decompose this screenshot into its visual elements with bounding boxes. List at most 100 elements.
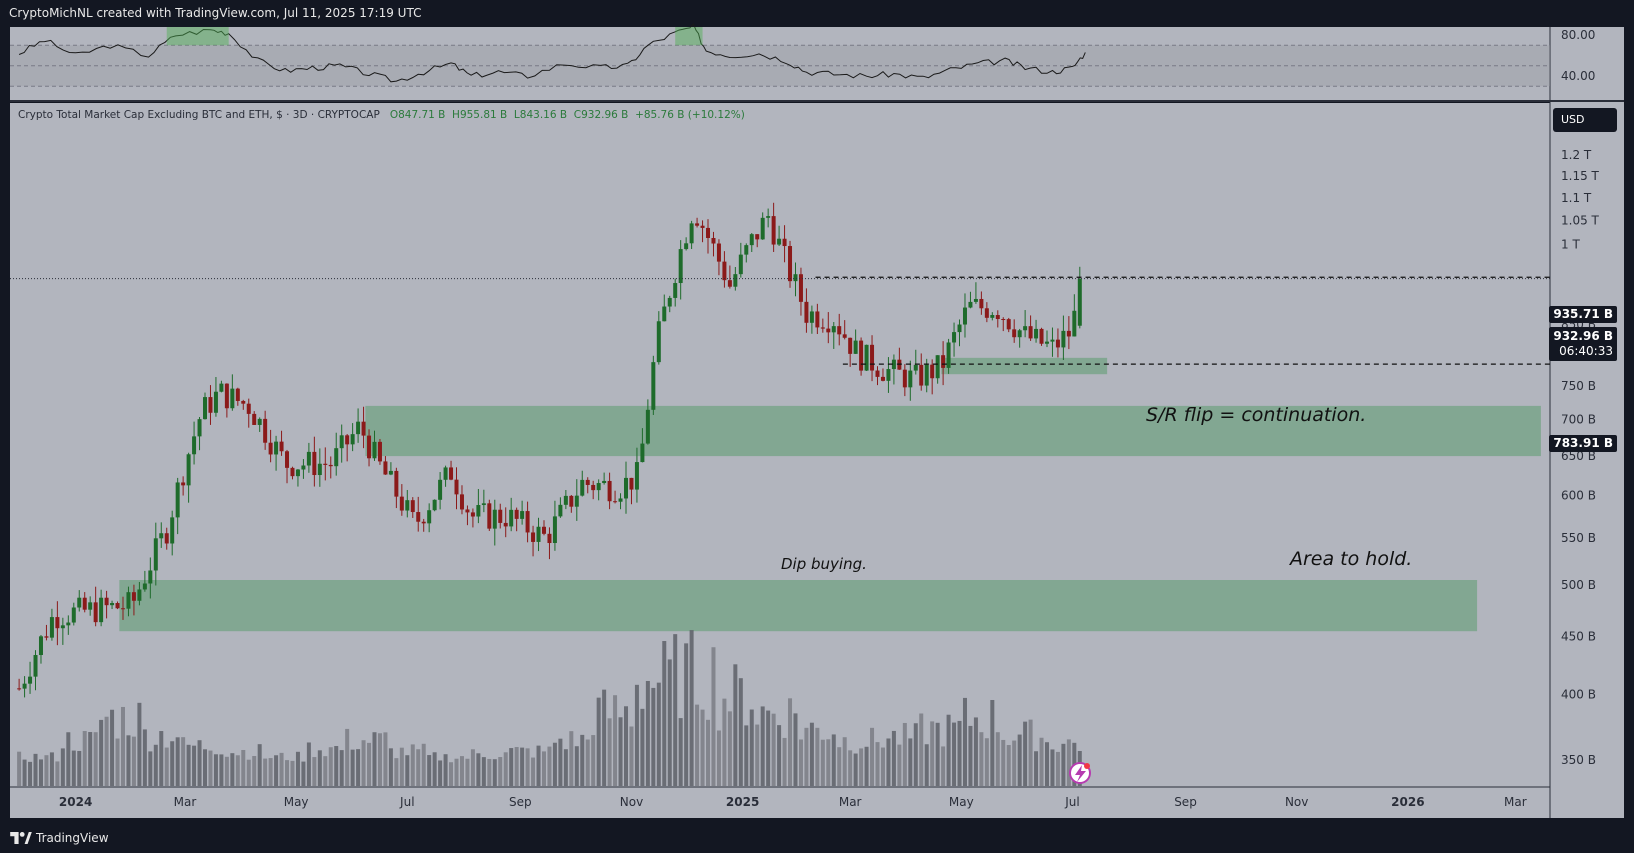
ohlc-low: L843.16 B — [513, 109, 568, 121]
volume-bar — [1039, 737, 1044, 786]
volume-bar — [421, 743, 426, 786]
symbol-legend[interactable]: Crypto Total Market Cap Excluding BTC an… — [18, 109, 745, 121]
price-tick-label: 1.15 T — [1561, 169, 1600, 183]
volume-bar — [345, 728, 350, 786]
tradingview-logo[interactable]: TradingView — [10, 831, 109, 845]
candle-body — [820, 327, 825, 329]
candle-body — [148, 570, 153, 584]
candle-body — [279, 441, 284, 452]
candle-body — [131, 592, 136, 601]
currency-selector[interactable]: USD — [1553, 108, 1617, 132]
volume-bar — [662, 641, 667, 786]
volume-bar — [804, 727, 809, 786]
candle-body — [99, 597, 104, 623]
candle-body — [1072, 310, 1077, 337]
candle-body — [651, 362, 656, 410]
candle-body — [438, 479, 443, 500]
volume-bar — [919, 713, 924, 786]
volume-bar — [44, 755, 49, 786]
volume-bar — [394, 758, 399, 786]
volume-bar — [552, 742, 557, 786]
candle-body — [60, 625, 65, 629]
candle-body — [864, 344, 869, 371]
candle-body — [241, 400, 246, 404]
volume-bar — [875, 742, 880, 786]
candle-body — [328, 464, 333, 467]
candle-body — [443, 467, 448, 480]
volume-bar — [952, 722, 957, 786]
volume-bar — [558, 738, 563, 786]
volume-bar — [820, 739, 825, 786]
candle-body — [613, 501, 618, 503]
volume-bar — [569, 731, 574, 786]
price-tick-label: 350 B — [1561, 753, 1596, 767]
candle-body — [979, 298, 984, 309]
volume-bar — [476, 753, 481, 786]
candle-body — [558, 504, 563, 517]
rsi-overbought-fill — [166, 27, 229, 46]
candle-body — [782, 238, 787, 247]
candle-body — [952, 332, 957, 343]
volume-bar — [126, 735, 131, 786]
volume-bar — [706, 719, 711, 786]
volume-bar — [908, 738, 913, 786]
candle-body — [875, 370, 880, 377]
candle-body — [235, 388, 240, 401]
volume-bar — [689, 630, 694, 786]
candle-body — [301, 465, 306, 470]
volume-bar — [1050, 749, 1055, 786]
volume-bar — [930, 721, 935, 786]
flash-icon[interactable] — [1069, 762, 1091, 784]
candle-body — [509, 509, 514, 527]
annotation-sr-flip[interactable]: S/R flip = continuation. — [1146, 404, 1367, 426]
volume-bar — [1061, 743, 1066, 786]
volume-bar — [656, 682, 661, 786]
candle-body — [585, 479, 590, 485]
volume-bar — [995, 732, 1000, 786]
candle-body — [66, 622, 71, 626]
volume-bar — [449, 762, 454, 786]
candle-body — [38, 636, 43, 656]
symbol-title: Crypto Total Market Cap Excluding BTC an… — [18, 109, 380, 121]
candle-body — [968, 301, 973, 308]
volume-bar — [257, 744, 262, 786]
price-axis — [1550, 27, 1624, 818]
candle-body — [870, 344, 875, 371]
price-tick-label: 1.2 T — [1561, 148, 1592, 162]
volume-bar — [285, 760, 290, 786]
volume-bar — [246, 759, 251, 786]
candle-body — [120, 608, 125, 610]
volume-bar — [880, 747, 885, 786]
volume-bar — [842, 737, 847, 786]
candle-body — [842, 334, 847, 338]
candle-body — [170, 517, 175, 544]
volume-bar — [170, 741, 175, 786]
volume-bar — [410, 744, 415, 786]
volume-bar — [990, 699, 995, 786]
candle-body — [695, 223, 700, 226]
volume-bar — [613, 695, 618, 786]
candle-body — [317, 463, 322, 476]
volume-bar — [33, 753, 38, 786]
annotation-area-to-hold[interactable]: Area to hold. — [1290, 548, 1413, 570]
rsi-tick-label: 80.00 — [1561, 28, 1595, 42]
candle-body — [449, 467, 454, 480]
candle-body — [345, 435, 350, 445]
candle-body — [115, 603, 120, 609]
candle-body — [733, 274, 738, 287]
time-tick-label: 2025 — [726, 795, 759, 809]
candle-body — [82, 597, 87, 610]
candle-body — [591, 484, 596, 491]
volume-bar — [492, 759, 497, 786]
candle-body — [230, 388, 235, 409]
annotation-dip-buying[interactable]: Dip buying. — [781, 555, 867, 573]
volume-bar — [181, 737, 186, 786]
volume-bar — [760, 706, 765, 786]
volume-bar — [268, 758, 273, 786]
volume-bar — [323, 756, 328, 786]
candle-body — [1077, 278, 1082, 326]
candle-body — [164, 533, 169, 544]
candle-body — [410, 500, 415, 513]
candle-body — [421, 521, 426, 524]
